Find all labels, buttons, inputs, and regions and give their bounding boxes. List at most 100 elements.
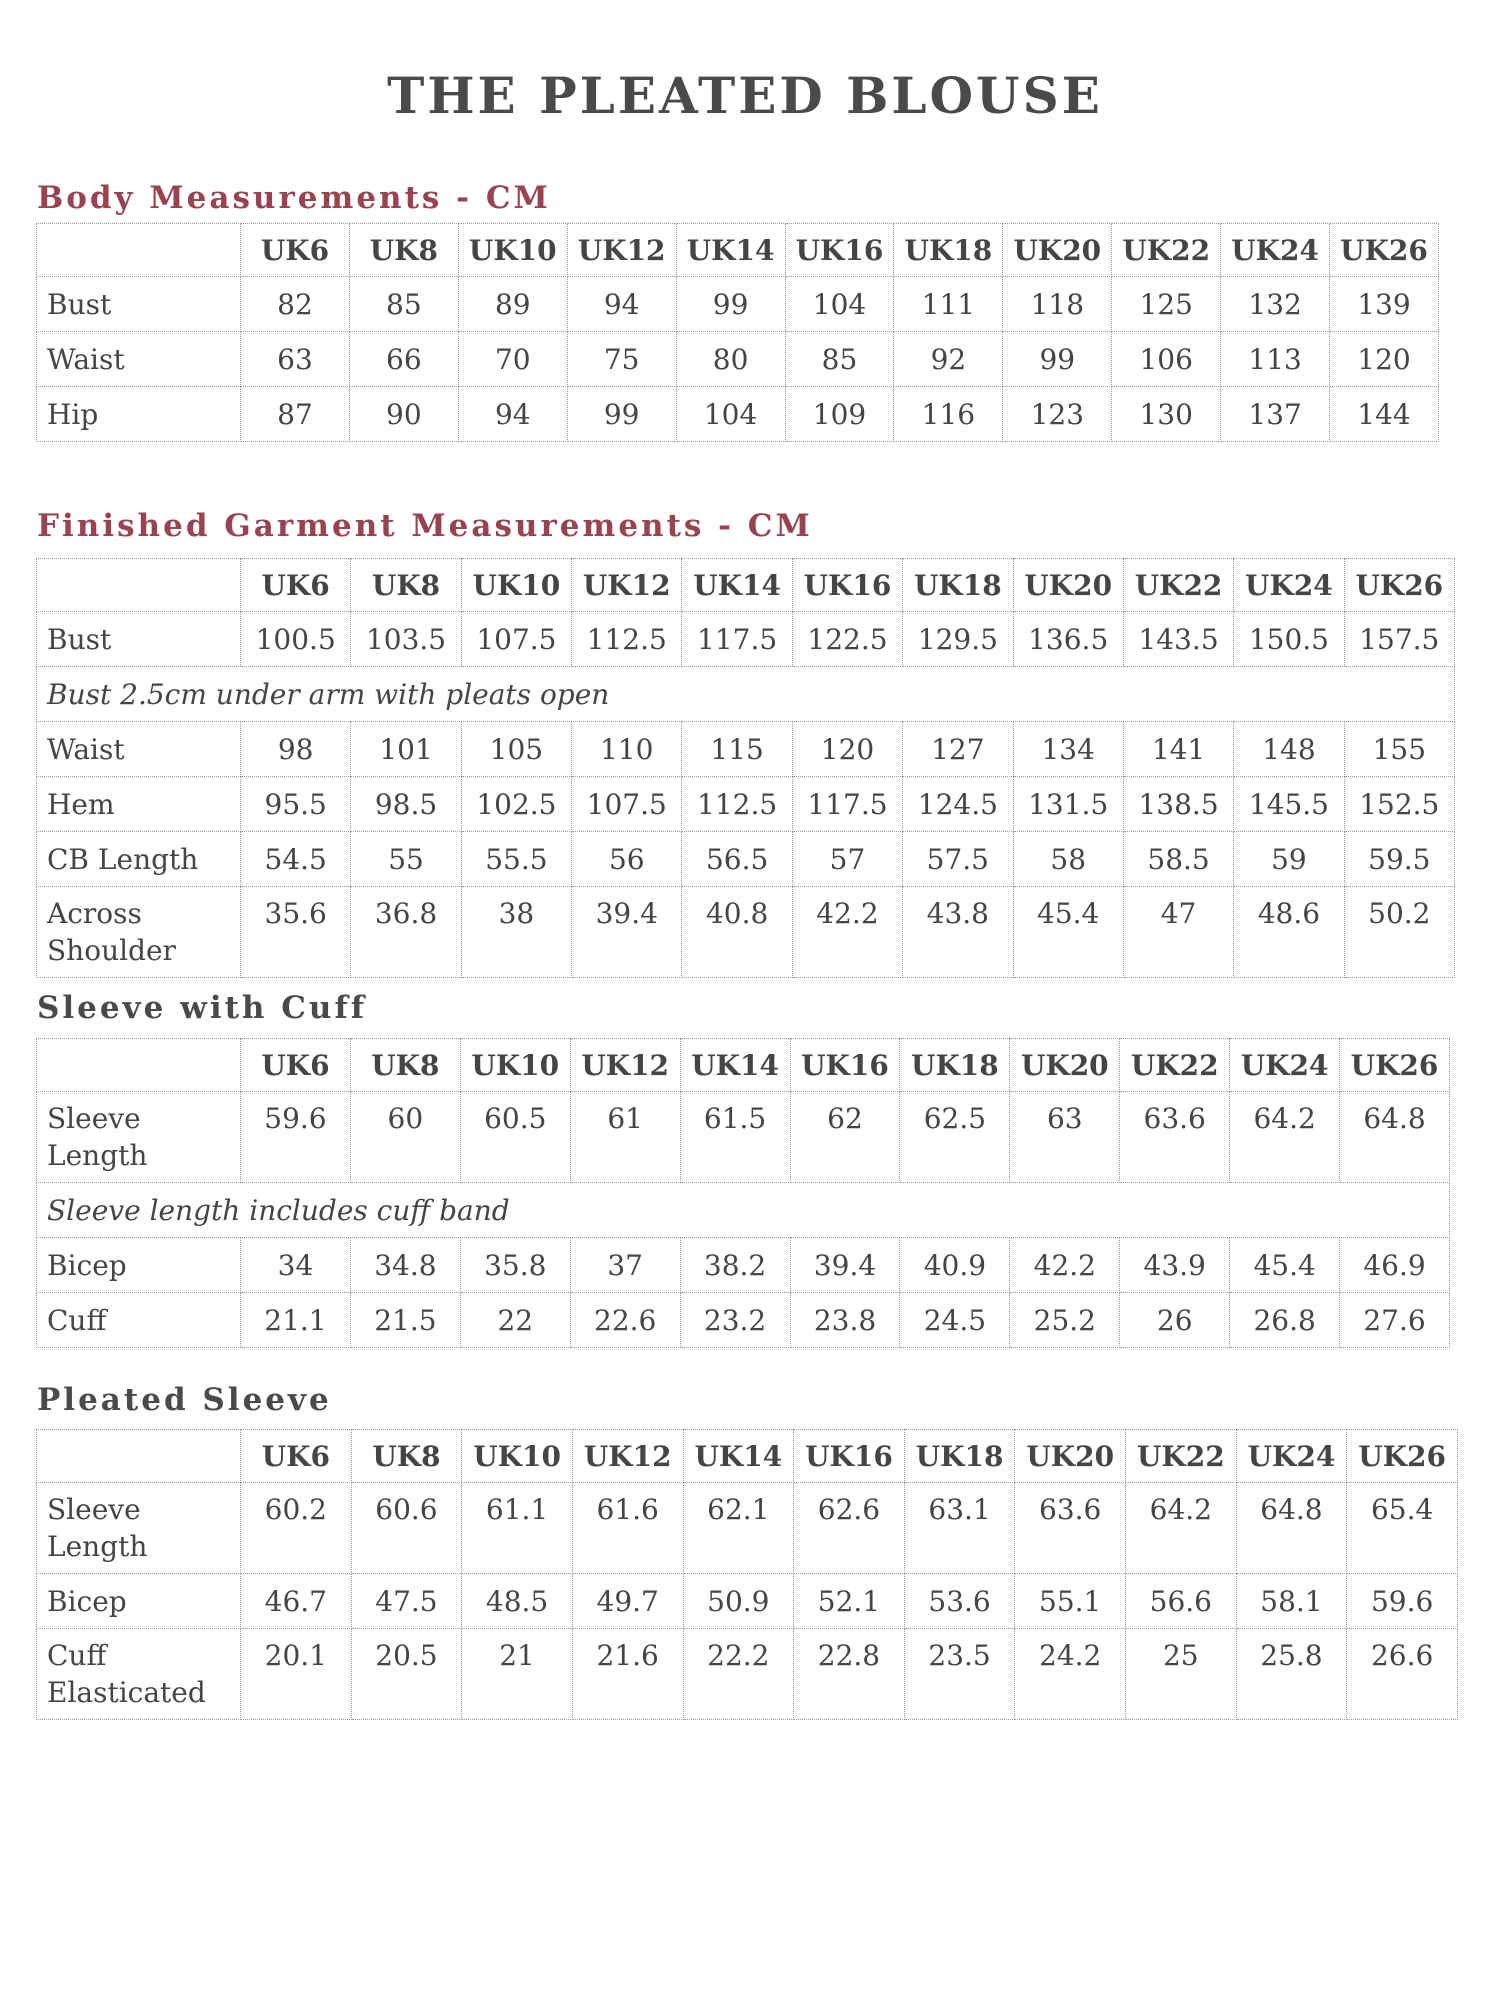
measurement-cell: 43.8 xyxy=(902,886,1014,978)
row-label: Bicep xyxy=(36,1237,241,1293)
measurement-cell: 47 xyxy=(1122,886,1235,978)
measurement-cell: 99 xyxy=(1002,331,1113,387)
measurement-cell: 23.2 xyxy=(679,1292,791,1348)
measurement-cell: 53.6 xyxy=(903,1573,1016,1629)
measurement-cell: 38 xyxy=(460,886,573,978)
measurement-cell: 62.6 xyxy=(793,1482,905,1574)
measurement-cell: 58.1 xyxy=(1235,1573,1348,1629)
measurement-cell: 63.6 xyxy=(1014,1482,1126,1574)
corner-cell xyxy=(36,558,241,612)
measurement-cell: 131.5 xyxy=(1012,776,1124,832)
size-header: UK8 xyxy=(350,1429,463,1483)
size-header: UK18 xyxy=(893,223,1004,277)
measurement-cell: 109 xyxy=(784,386,895,442)
size-header: UK14 xyxy=(681,558,793,612)
row-label: Sleeve Length xyxy=(36,1482,241,1574)
size-header: UK6 xyxy=(240,1038,351,1092)
measurement-cell: 111 xyxy=(893,276,1004,332)
measurement-cell: 75 xyxy=(566,331,677,387)
measurement-cell: 124.5 xyxy=(902,776,1014,832)
size-header: UK6 xyxy=(240,1429,352,1483)
measurement-cell: 23.8 xyxy=(789,1292,901,1348)
measurement-cell: 90 xyxy=(348,386,459,442)
measurement-cell: 137 xyxy=(1220,386,1331,442)
measurement-cell: 57.5 xyxy=(902,831,1014,887)
measurement-cell: 70 xyxy=(457,331,568,387)
row-label: Bust xyxy=(36,611,241,667)
measurement-cell: 82 xyxy=(240,276,350,332)
measurement-cell: 40.9 xyxy=(899,1237,1011,1293)
measurement-cell: 85 xyxy=(348,276,459,332)
size-header: UK16 xyxy=(789,1038,901,1092)
measurement-cell: 95.5 xyxy=(239,776,352,832)
measurement-cell: 55 xyxy=(350,831,462,887)
measurement-cell: 22.2 xyxy=(682,1628,795,1720)
measurement-cell: 150.5 xyxy=(1233,611,1345,667)
measurement-cell: 38.2 xyxy=(679,1237,791,1293)
measurement-cell: 59.5 xyxy=(1343,831,1456,887)
section-heading-sleeve-with-cuff: Sleeve with Cuff xyxy=(37,990,368,1026)
measurement-cell: 63 xyxy=(240,331,350,387)
size-header: UK24 xyxy=(1235,1429,1348,1483)
size-header: UK14 xyxy=(675,223,786,277)
table-row: Bicep 34 34.8 35.8 37 38.2 39.4 40.9 42.2 43.9 45.… xyxy=(36,1237,1450,1293)
measurement-cell: 85 xyxy=(784,331,895,387)
row-label: Bust xyxy=(36,276,241,332)
measurement-cell: 148 xyxy=(1233,721,1345,777)
size-header: UK12 xyxy=(571,558,683,612)
size-header: UK14 xyxy=(682,1429,795,1483)
table-note: Sleeve length includes cuff band xyxy=(36,1182,1450,1238)
size-header: UK20 xyxy=(1002,223,1113,277)
measurement-cell: 157.5 xyxy=(1343,611,1456,667)
row-label: Sleeve Length xyxy=(36,1091,241,1183)
measurement-cell: 21 xyxy=(461,1628,573,1720)
measurement-cell: 25.8 xyxy=(1235,1628,1348,1720)
table-row: Hem 95.5 98.5 102.5 107.5 112.5 117.5 124.5 131.… xyxy=(36,776,1456,832)
header-row: UK6 UK8 UK10 UK12 UK14 UK16 UK18 UK20 UK22 UK24 UK… xyxy=(36,558,1456,612)
measurement-cell: 42.2 xyxy=(1009,1237,1121,1293)
measurement-cell: 40.8 xyxy=(681,886,793,978)
measurement-cell: 117.5 xyxy=(681,611,793,667)
measurement-cell: 92 xyxy=(893,331,1004,387)
row-label: Hip xyxy=(36,386,241,442)
measurement-cell: 24.2 xyxy=(1014,1628,1126,1720)
body-measurements-table: UK6 UK8 UK10 UK12 UK14 UK16 UK18 UK20 UK22 UK24 UK… xyxy=(36,223,1439,442)
table-row: Bust 100.5 103.5 107.5 112.5 117.5 122.5 129.5 1… xyxy=(36,611,1456,667)
size-header: UK24 xyxy=(1229,1038,1341,1092)
measurement-cell: 36.8 xyxy=(350,886,462,978)
measurement-cell: 141 xyxy=(1122,721,1235,777)
size-header: UK10 xyxy=(461,1429,573,1483)
measurement-cell: 27.6 xyxy=(1339,1292,1450,1348)
measurement-cell: 112.5 xyxy=(681,776,793,832)
sleeve-with-cuff-table: UK6 UK8 UK10 UK12 UK14 UK16 UK18 UK20 UK22 UK24 UK… xyxy=(36,1038,1450,1348)
size-header: UK20 xyxy=(1014,1429,1126,1483)
measurement-cell: 20.5 xyxy=(350,1628,463,1720)
measurement-cell: 104 xyxy=(675,386,786,442)
measurement-cell: 20.1 xyxy=(240,1628,352,1720)
size-header: UK22 xyxy=(1125,1429,1237,1483)
measurement-cell: 122.5 xyxy=(791,611,904,667)
table-note: Bust 2.5cm under arm with pleats open xyxy=(36,666,1455,722)
size-header: UK22 xyxy=(1122,558,1235,612)
table-row: Cuff Elasticated 20.1 20.5 21 21.6 22.2 22.8 23… xyxy=(36,1628,1458,1720)
measurement-cell: 59.6 xyxy=(240,1091,351,1183)
measurement-cell: 115 xyxy=(681,721,793,777)
page-title: THE PLEATED BLOUSE xyxy=(387,66,1103,125)
size-header: UK10 xyxy=(459,1038,571,1092)
measurement-cell: 25 xyxy=(1125,1628,1237,1720)
measurement-cell: 22.8 xyxy=(793,1628,905,1720)
measurement-cell: 107.5 xyxy=(571,776,683,832)
measurement-cell: 39.4 xyxy=(789,1237,901,1293)
measurement-cell: 42.2 xyxy=(791,886,904,978)
measurement-cell: 21.6 xyxy=(571,1628,684,1720)
measurement-cell: 43.9 xyxy=(1119,1237,1231,1293)
header-row: UK6 UK8 UK10 UK12 UK14 UK16 UK18 UK20 UK22 UK24 UK… xyxy=(36,223,1439,277)
size-header: UK6 xyxy=(239,558,352,612)
size-header: UK24 xyxy=(1220,223,1331,277)
measurement-cell: 62 xyxy=(789,1091,901,1183)
size-header: UK18 xyxy=(902,558,1014,612)
measurement-cell: 59 xyxy=(1233,831,1345,887)
table-row: Waist 98 101 105 110 115 120 127 134 141 148 155 xyxy=(36,721,1456,777)
measurement-cell: 64.2 xyxy=(1125,1482,1237,1574)
size-header: UK16 xyxy=(784,223,895,277)
